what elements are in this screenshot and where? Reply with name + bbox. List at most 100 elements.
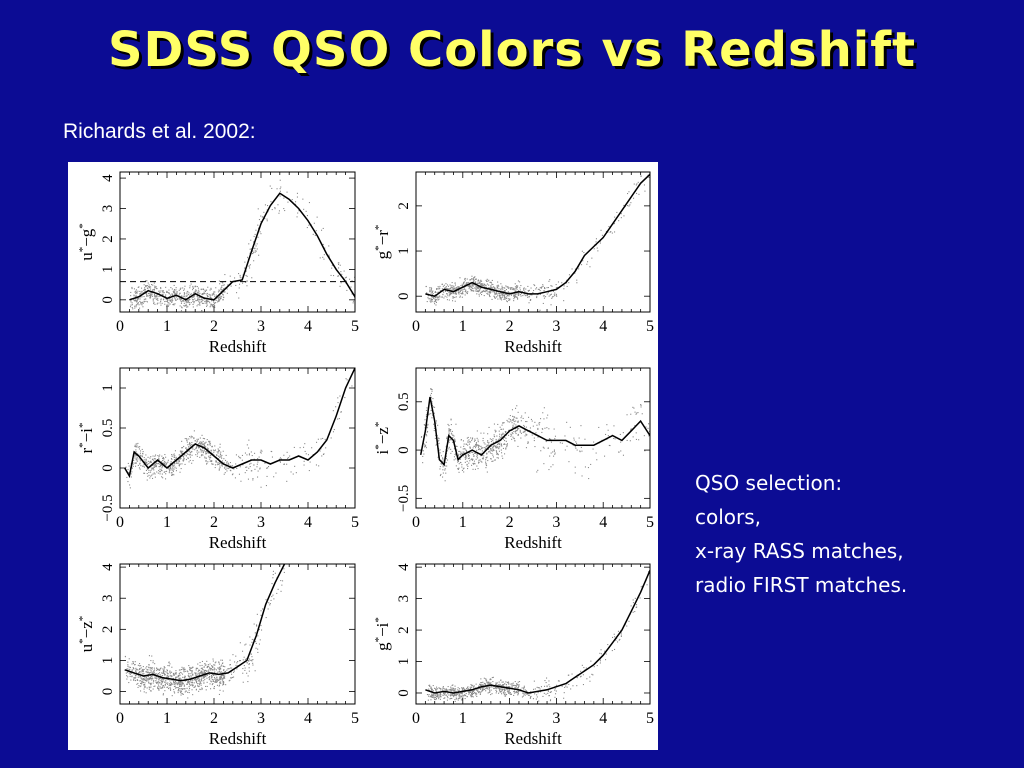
scatter-point	[431, 299, 433, 301]
scatter-point	[244, 669, 246, 671]
scatter-point	[200, 667, 202, 669]
scatter-point	[425, 414, 427, 416]
scatter-point	[265, 599, 267, 601]
scatter-point	[527, 290, 529, 292]
scatter-point	[174, 672, 176, 674]
scatter-point	[431, 294, 433, 296]
scatter-point	[147, 288, 149, 290]
scatter-point	[257, 476, 259, 478]
scatter-point	[222, 282, 224, 284]
scatter-point	[183, 289, 185, 291]
scatter-point	[426, 427, 428, 429]
scatter-point	[203, 442, 205, 444]
scatter-point	[219, 678, 221, 680]
scatter-point	[217, 452, 219, 454]
scatter-point	[539, 422, 541, 424]
scatter-point	[464, 278, 466, 280]
scatter-point	[287, 201, 289, 203]
scatter-point	[218, 289, 220, 291]
scatter-point	[194, 686, 196, 688]
scatter-point	[505, 437, 507, 439]
scatter-point	[208, 669, 210, 671]
scatter-point	[488, 451, 490, 453]
scatter-point	[206, 300, 208, 302]
scatter-point	[484, 286, 486, 288]
scatter-point	[502, 295, 504, 297]
scatter-point	[431, 287, 433, 289]
scatter-point	[155, 462, 157, 464]
scatter-point	[212, 679, 214, 681]
scatter-point	[433, 423, 435, 425]
scatter-point	[143, 466, 145, 468]
scatter-point	[196, 677, 198, 679]
scatter-point	[134, 678, 136, 680]
scatter-point	[196, 300, 198, 302]
scatter-point	[250, 248, 252, 250]
scatter-point	[211, 293, 213, 295]
scatter-point	[219, 455, 221, 457]
scatter-point	[508, 434, 510, 436]
scatter-point	[137, 676, 139, 678]
scatter-point	[513, 297, 515, 299]
scatter-point	[154, 464, 156, 466]
scatter-point	[455, 697, 457, 699]
scatter-point	[514, 293, 516, 295]
scatter-point	[216, 672, 218, 674]
scatter-point	[143, 284, 145, 286]
scatter-point	[209, 668, 211, 670]
scatter-point	[176, 462, 178, 464]
scatter-point	[523, 431, 525, 433]
scatter-point	[260, 614, 262, 616]
scatter-point	[202, 454, 204, 456]
scatter-point	[479, 459, 481, 461]
scatter-point	[339, 395, 341, 397]
scatter-point	[574, 466, 576, 468]
scatter-point	[486, 686, 488, 688]
scatter-point	[247, 256, 249, 258]
scatter-point	[215, 299, 217, 301]
scatter-point	[426, 292, 428, 294]
scatter-point	[476, 465, 478, 467]
scatter-point	[486, 452, 488, 454]
scatter-point	[466, 285, 468, 287]
scatter-point	[191, 447, 193, 449]
scatter-point	[246, 466, 248, 468]
scatter-point	[222, 682, 224, 684]
scatter-point	[260, 221, 262, 223]
scatter-point	[296, 196, 298, 198]
scatter-point	[278, 210, 280, 212]
scatter-point	[150, 682, 152, 684]
scatter-point	[277, 588, 279, 590]
scatter-point	[154, 476, 156, 478]
scatter-point	[454, 441, 456, 443]
scatter-point	[219, 283, 221, 285]
scatter-point	[161, 293, 163, 295]
scatter-point	[162, 457, 164, 459]
scatter-point	[173, 290, 175, 292]
scatter-point	[226, 470, 228, 472]
scatter-point	[196, 682, 198, 684]
scatter-point	[544, 287, 546, 289]
scatter-point	[434, 291, 436, 293]
scatter-point	[512, 289, 514, 291]
scatter-point	[490, 449, 492, 451]
scatter-point	[231, 676, 233, 678]
scatter-point	[549, 294, 551, 296]
scatter-point	[214, 467, 216, 469]
scatter-point	[200, 451, 202, 453]
scatter-point	[209, 455, 211, 457]
scatter-point	[210, 461, 212, 463]
scatter-point	[438, 295, 440, 297]
scatter-point	[135, 459, 137, 461]
scatter-point	[143, 686, 145, 688]
scatter-point	[132, 308, 134, 310]
scatter-point	[472, 437, 474, 439]
scatter-point	[203, 672, 205, 674]
scatter-point	[140, 301, 142, 303]
scatter-point	[283, 463, 285, 465]
scatter-point	[145, 280, 147, 282]
scatter-point	[477, 457, 479, 459]
scatter-point	[178, 681, 180, 683]
scatter-point	[457, 455, 459, 457]
scatter-point	[246, 454, 248, 456]
